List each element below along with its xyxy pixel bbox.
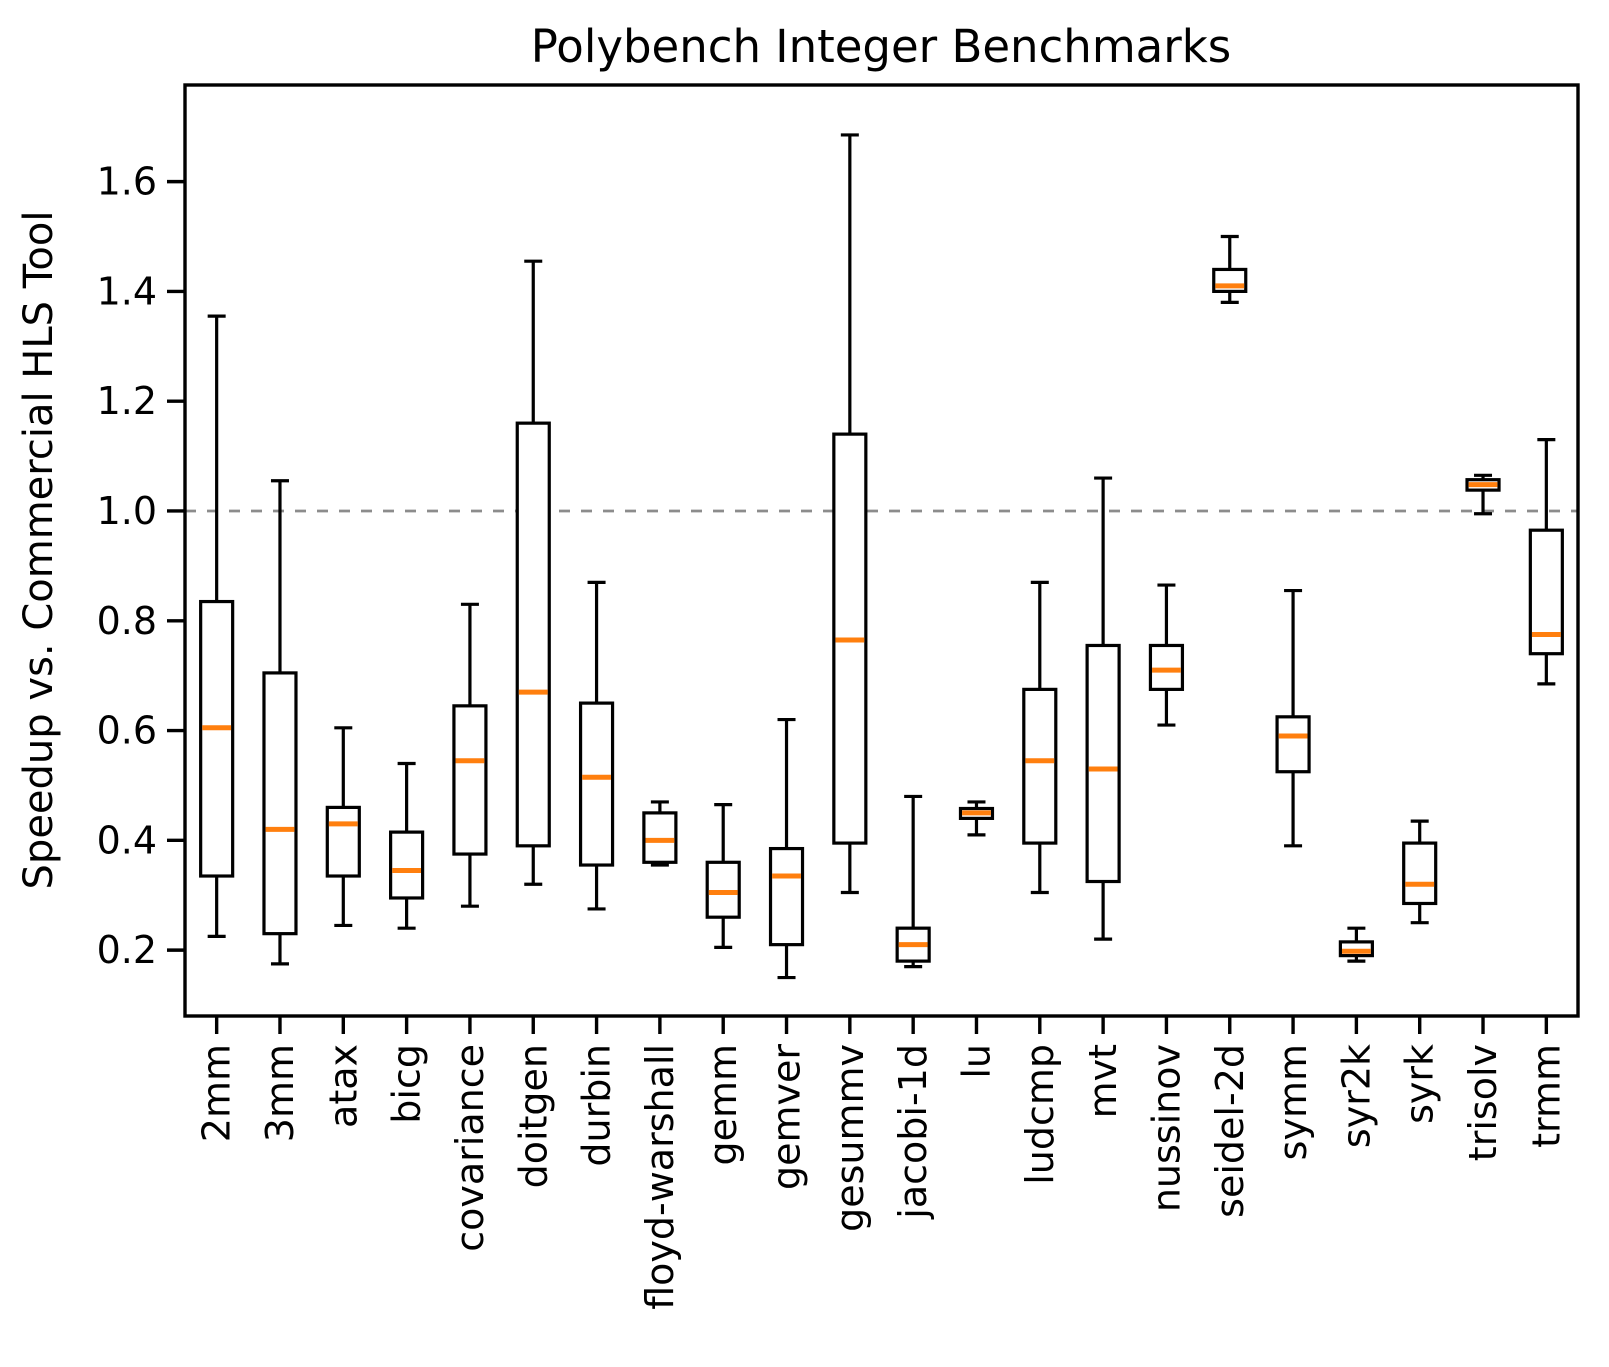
box-jacobi-1d [895,794,931,969]
box-gemver [768,717,805,980]
iqr-box [1148,643,1185,691]
iqr-box [1275,715,1311,774]
box-nussinov [1148,583,1185,727]
iqr-box [199,599,235,878]
x-tick-label-symm: symm [1271,1044,1315,1160]
box-bicg [389,761,425,930]
box-gesummv [832,133,868,895]
box-mvt [1085,476,1121,941]
iqr-box [515,421,551,848]
x-tick-label-trmm: trmm [1524,1044,1568,1148]
y-tick-label: 0.8 [97,599,157,643]
box-lu [958,800,995,837]
x-tick-label-bicg: bicg [385,1044,429,1124]
iqr-box [705,860,741,919]
box-covariance [452,602,488,908]
iqr-box [1085,643,1121,884]
x-tick-label-floyd-warshall: floyd-warshall [638,1044,682,1310]
iqr-box [325,805,361,878]
box-atax [325,726,361,928]
box-durbin [578,580,615,911]
x-tick-label-ludcmp: ludcmp [1018,1044,1062,1185]
x-tick-label-atax: atax [321,1044,365,1128]
iqr-box [1402,841,1438,906]
box-syrk [1402,819,1438,925]
y-tick-label: 1.4 [97,269,157,313]
x-tick-label-syrk: syrk [1398,1044,1442,1124]
x-tick-label-gemver: gemver [765,1044,809,1190]
y-tick-label: 1.0 [97,489,157,533]
x-tick-label-3mm: 3mm [258,1044,302,1142]
iqr-box [452,704,488,856]
box-3mm [262,479,298,966]
iqr-box [642,811,678,864]
x-tick-label-gesummv: gesummv [828,1044,872,1232]
box-floyd-warshall [642,800,678,867]
box-seidel-2d [1212,234,1248,304]
box-ludcmp [1022,580,1058,895]
y-tick-label: 0.4 [97,818,157,862]
y-tick-label: 1.2 [97,379,157,423]
x-tick-label-2mm: 2mm [195,1044,239,1142]
y-tick-label: 1.6 [97,160,157,204]
axes-layer: 0.2 0.4 0.6 0.8 1.0 1.2 1.4 1.6 2mm 3mm atax bicg co… [97,83,1580,1310]
box-doitgen [515,259,551,886]
y-tick-label: 0.6 [97,709,157,753]
x-tick-label-durbin: durbin [575,1044,619,1167]
boxes-layer [199,133,1564,980]
x-tick-label-jacobi-1d: jacobi-1d [891,1044,935,1220]
box-2mm [199,314,235,939]
iqr-box [768,846,805,947]
x-tick-label-doitgen: doitgen [511,1044,555,1188]
x-tick-label-trisolv: trisolv [1461,1044,1505,1161]
chart-title: Polybench Integer Benchmarks [531,20,1231,73]
x-tick-label-lu: lu [954,1044,998,1079]
y-tick-label: 0.2 [97,928,157,972]
iqr-box [1022,687,1058,845]
box-syr2k [1338,926,1374,963]
box-trisolv [1465,473,1501,516]
x-tick-label-gemm: gemm [701,1044,745,1166]
box-gemm [705,803,741,949]
x-tick-label-syr2k: syr2k [1334,1044,1378,1148]
iqr-box [262,671,298,936]
iqr-box [389,830,425,900]
plot-frame [183,83,1580,1018]
x-tick-label-nussinov: nussinov [1144,1044,1188,1212]
iqr-box [578,701,615,867]
x-tick-label-covariance: covariance [448,1044,492,1252]
box-symm [1275,588,1311,848]
x-tick-label-seidel-2d: seidel-2d [1208,1044,1252,1218]
y-axis-label: Speedup vs. Commercial HLS Tool [16,211,62,890]
box-trmm [1528,438,1564,686]
x-tick-label-mvt: mvt [1081,1044,1125,1118]
